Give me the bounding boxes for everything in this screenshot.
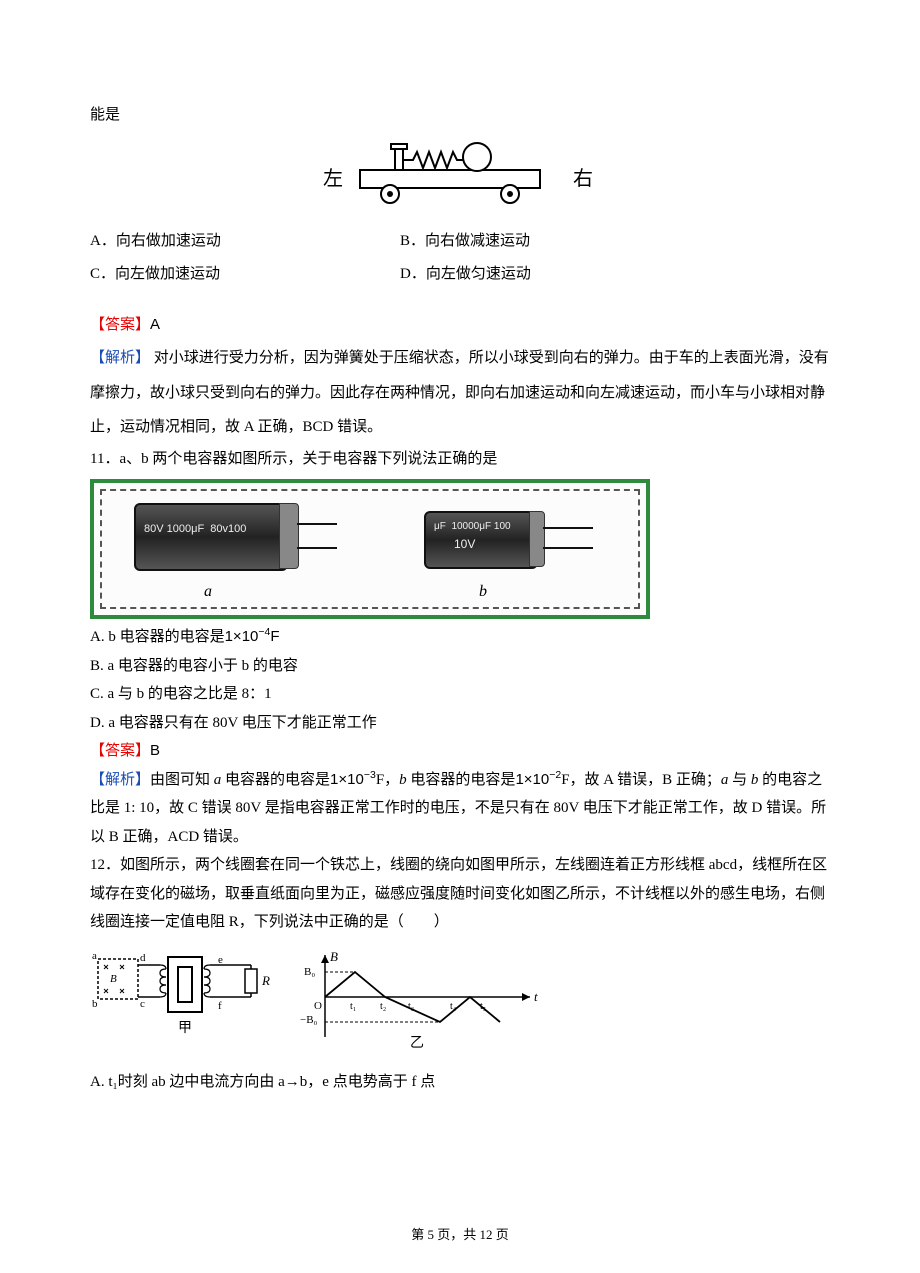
analysis-label: 【解析】 [90,771,150,788]
answer-label: 【答案】 [90,742,150,759]
q11-option-b: B. a 电容器的电容小于 b 的电容 [90,652,830,681]
q10-option-d: D．向左做匀速运动 [400,258,830,291]
svg-text:t₃: t₃ [408,1001,414,1012]
q11-figure: 80V 1000μF 80v100 a μF 10000μF 100 10V b [90,479,650,619]
q11-answer-value: B [150,742,160,759]
svg-text:t₅: t₅ [480,1001,486,1012]
page-footer: 第 5 页，共 12 页 [0,1224,920,1243]
answer-label: 【答案】 [90,316,150,333]
svg-text:t₁: t₁ [350,1001,356,1012]
q10-option-a: A．向右做加速运动 [90,225,400,258]
q11-answer-line: 【答案】B [90,737,830,766]
cap-b-cap: 10000μF [451,521,491,532]
cap-a-extra: 80v100 [210,523,246,535]
q11-option-d: D. a 电容器只有在 80V 电压下才能正常工作 [90,709,830,738]
q10-answer-line: 【答案】A [90,309,830,342]
q10-option-b: B．向右做减速运动 [400,225,830,258]
q10-answer-value: A [150,316,160,333]
cap-a-voltage: 80V [144,523,164,535]
svg-text:b: b [92,998,98,1010]
cap-b-label: b [479,583,487,601]
svg-text:f: f [218,1000,222,1012]
svg-text:R: R [261,973,270,988]
svg-text:B₀: B₀ [304,966,315,978]
q10-analysis: 【解析】 对小球进行受力分析，因为弹簧处于压缩状态，所以小球受到向右的弹力。由于… [90,341,830,445]
svg-text:t₂: t₂ [380,1001,386,1012]
svg-text:B: B [330,949,338,964]
cap-a-label: a [204,583,212,601]
q11-stem: 11．a、b 两个电容器如图所示，关于电容器下列说法正确的是 [90,445,830,474]
q10-tail-text: 能是 [90,100,830,132]
svg-text:t: t [534,989,538,1004]
fig-right-label: 右 [573,167,593,190]
q10-figure: 左 右 [90,140,830,215]
cap-b-extra: 100 [494,521,511,532]
svg-text:t₄: t₄ [450,1001,457,1012]
q11-analysis: 【解析】由图可知 a 电容器的电容是1×10−3F，b 电容器的电容是1×10−… [90,766,830,852]
q11-option-c: C. a 与 b 的电容之比是 8：1 [90,680,830,709]
q11-option-a: A. b 电容器的电容是1×10−4F [90,623,830,652]
svg-text:e: e [218,954,223,966]
q12-stem: 12．如图所示，两个线圈套在同一个铁芯上，线圈的绕向如图甲所示，左线圈连着正方形… [90,851,830,937]
q12-figures: a b d c B [90,947,830,1062]
svg-text:c: c [140,998,145,1010]
analysis-label: 【解析】 [90,349,150,366]
cap-b-voltage: 10V [454,537,475,551]
fig-left-label: 左 [323,167,343,190]
fig2-label: 乙 [410,1035,424,1051]
svg-text:d: d [140,952,146,964]
q10-option-c: C．向左做加速运动 [90,258,400,291]
q10-analysis-text: 对小球进行受力分析，因为弹簧处于压缩状态，所以小球受到向右的弹力。由于车的上表面… [90,350,829,435]
q12-option-a: A. t₁时刻 ab 边中电流方向由 a→b，e 点电势高于 f 点 [90,1068,830,1097]
svg-text:B: B [110,973,117,985]
fig1-label: 甲 [178,1021,192,1036]
svg-text:−B₀: −B₀ [300,1014,318,1026]
cap-a-cap: 1000μF [167,523,205,535]
svg-text:O: O [314,1000,322,1012]
svg-text:a: a [92,950,97,962]
